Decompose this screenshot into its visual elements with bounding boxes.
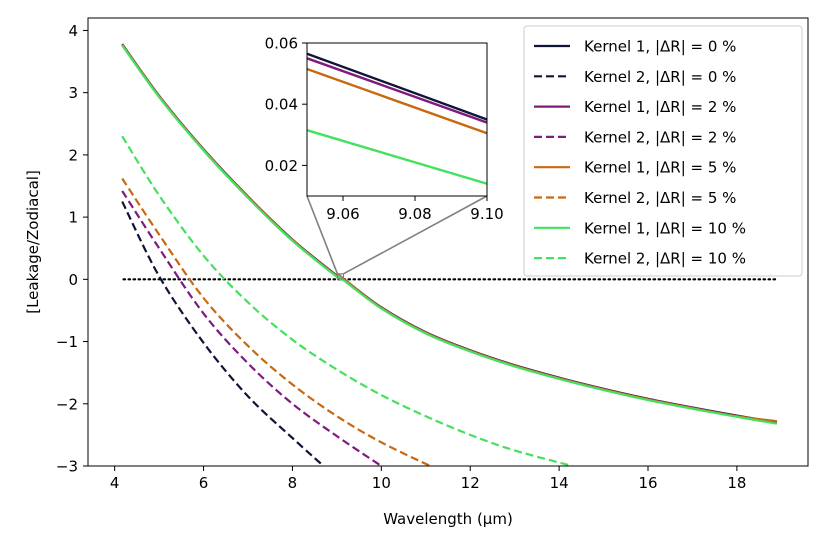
- legend-label-7: Kernel 1, |ΔR| = 10 %: [584, 219, 746, 237]
- inset-background: [307, 43, 487, 196]
- series-line-2: [121, 201, 325, 466]
- inset-line-4: [307, 129, 487, 185]
- y-tick-label: 2: [68, 146, 78, 164]
- y-tick-label: −2: [56, 395, 78, 413]
- series-line-7: [121, 44, 778, 425]
- x-tick-label: 12: [461, 474, 480, 492]
- inset-y-tick-label: 0.04: [265, 96, 298, 114]
- x-tick-label: 4: [110, 474, 120, 492]
- series-line-4: [121, 190, 382, 466]
- y-tick-label: −1: [56, 333, 78, 351]
- inset-line-1: [307, 52, 487, 121]
- legend-label-1: Kernel 1, |ΔR| = 0 %: [584, 38, 736, 56]
- plot-frame: [87, 17, 809, 467]
- x-tick-label: 6: [199, 474, 209, 492]
- legend-label-6: Kernel 2, |ΔR| = 5 %: [584, 189, 736, 207]
- y-tick-label: 4: [68, 22, 78, 40]
- zoom-region-marker: [336, 273, 345, 280]
- inset-x-tick-label: 9.08: [398, 205, 431, 223]
- y-tick-label: 1: [68, 209, 78, 227]
- x-tick-label: 10: [372, 474, 391, 492]
- legend-label-4: Kernel 2, |ΔR| = 2 %: [584, 128, 736, 146]
- legend-label-5: Kernel 1, |ΔR| = 5 %: [584, 159, 736, 177]
- y-axis-label: [Leakage/Zodiacal]: [24, 170, 42, 314]
- legend-box: [523, 25, 803, 277]
- inset-frame: [306, 42, 488, 197]
- legend-label-8: Kernel 2, |ΔR| = 10 %: [584, 250, 746, 268]
- legend-label-3: Kernel 1, |ΔR| = 2 %: [584, 98, 736, 116]
- series-line-8: [121, 135, 573, 466]
- x-tick-label: 8: [288, 474, 298, 492]
- x-tick-label: 18: [727, 474, 746, 492]
- legend-label-2: Kernel 2, |ΔR| = 0 %: [584, 68, 736, 86]
- main-plot-lines: [121, 43, 778, 466]
- y-tick-label: −3: [56, 458, 78, 476]
- inset-connector-right: [343, 195, 488, 275]
- inset-x-tick-label: 9.06: [326, 205, 359, 223]
- legend: Kernel 1, |ΔR| = 0 % Kernel 2, |ΔR| = 0 %…: [523, 25, 803, 277]
- inset-line-3: [307, 67, 487, 135]
- inset-line-2: [307, 57, 487, 124]
- inset-x-tick-label: 9.10: [470, 205, 503, 223]
- inset-zoom: 9.06 9.08 9.10 0.02 0.04 0.06: [265, 35, 504, 280]
- inset-lines: [307, 52, 487, 185]
- inset-y-tick-label: 0.06: [265, 35, 298, 53]
- x-tick-label: 14: [550, 474, 569, 492]
- x-tick-label: 16: [638, 474, 657, 492]
- series-line-6: [121, 177, 431, 466]
- y-tick-label: 0: [68, 271, 78, 289]
- x-axis-label: Wavelength (μm): [383, 510, 513, 528]
- y-tick-label: 3: [68, 84, 78, 102]
- inset-connector-left: [306, 195, 339, 275]
- inset-y-tick-label: 0.02: [265, 157, 298, 175]
